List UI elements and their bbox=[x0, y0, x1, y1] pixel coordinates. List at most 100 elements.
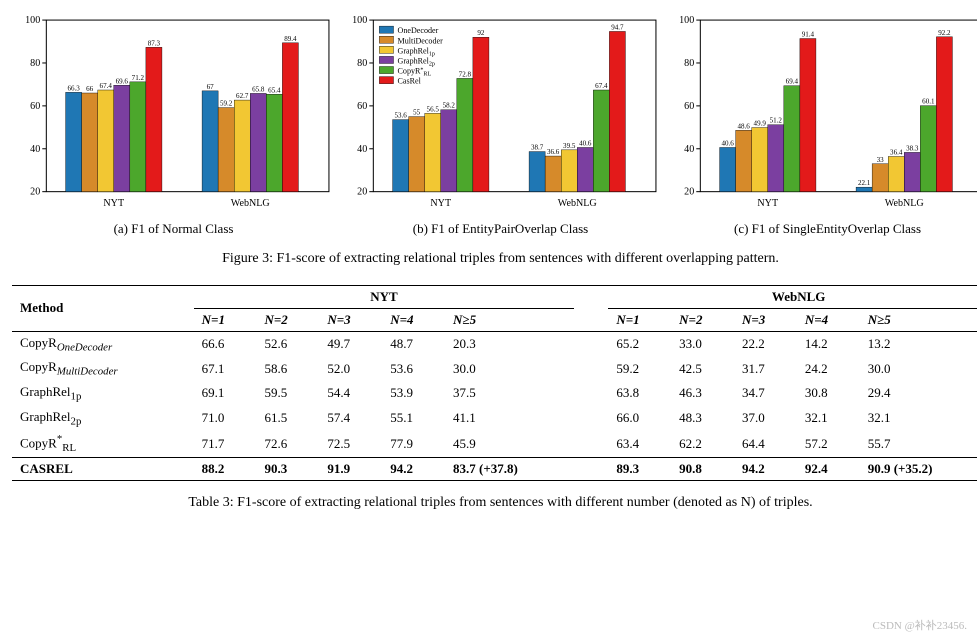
table-method: CASREL bbox=[12, 458, 194, 481]
svg-text:40.6: 40.6 bbox=[579, 139, 592, 147]
svg-text:60.1: 60.1 bbox=[922, 98, 935, 106]
svg-text:55: 55 bbox=[413, 109, 421, 117]
subcaption-a: (a) F1 of Normal Class bbox=[12, 221, 335, 237]
svg-text:80: 80 bbox=[30, 58, 40, 69]
svg-text:67.4: 67.4 bbox=[100, 82, 113, 90]
table-cell: 30.0 bbox=[860, 356, 977, 381]
table-cell: 33.0 bbox=[671, 331, 734, 356]
svg-text:80: 80 bbox=[357, 58, 367, 69]
svg-text:WebNLG: WebNLG bbox=[231, 198, 270, 209]
th-n1-l: N=1 bbox=[194, 308, 257, 331]
svg-text:WebNLG: WebNLG bbox=[558, 198, 597, 209]
table-cell: 71.0 bbox=[194, 406, 257, 431]
watermark: CSDN @补补23456. bbox=[873, 617, 967, 633]
svg-text:62.7: 62.7 bbox=[236, 92, 249, 100]
table-method: GraphRel2p bbox=[12, 406, 194, 431]
table-cell: 72.5 bbox=[319, 430, 382, 457]
th-n4-r: N=4 bbox=[797, 308, 860, 331]
table-cell: 63.8 bbox=[608, 381, 671, 406]
th-n2-r: N=2 bbox=[671, 308, 734, 331]
table-cell: 37.5 bbox=[445, 381, 574, 406]
table-row: GraphRel2p71.061.557.455.141.166.048.337… bbox=[12, 406, 977, 431]
svg-text:48.6: 48.6 bbox=[738, 122, 751, 130]
svg-text:36.6: 36.6 bbox=[547, 148, 560, 156]
table-row: GraphRel1p69.159.554.453.937.5 63.846.334… bbox=[12, 381, 977, 406]
table-cell: 94.2 bbox=[382, 458, 445, 481]
table-cell: 53.9 bbox=[382, 381, 445, 406]
svg-text:92: 92 bbox=[477, 29, 485, 37]
svg-text:100: 100 bbox=[679, 15, 694, 26]
svg-text:NYT: NYT bbox=[103, 198, 124, 209]
table-method: CopyRMultiDecoder bbox=[12, 356, 194, 381]
table-cell: 72.6 bbox=[257, 430, 320, 457]
chart-panel-a: 2040608010066.36667.469.671.287.3NYT6759… bbox=[12, 12, 335, 237]
table-wrap: Method NYT WebNLG N=1 N=2 N=3 N=4 N≥5 N=… bbox=[12, 285, 977, 481]
table-cell: 29.4 bbox=[860, 381, 977, 406]
table-cell: 71.7 bbox=[194, 430, 257, 457]
table-cell: 45.9 bbox=[445, 430, 574, 457]
table-cell: 48.7 bbox=[382, 331, 445, 356]
svg-text:36.4: 36.4 bbox=[890, 148, 903, 156]
charts-row: 2040608010066.36667.469.671.287.3NYT6759… bbox=[12, 12, 977, 237]
table-cell: 67.1 bbox=[194, 356, 257, 381]
table-cell: 34.7 bbox=[734, 381, 797, 406]
svg-text:49.9: 49.9 bbox=[754, 120, 767, 128]
svg-text:40.6: 40.6 bbox=[721, 139, 734, 147]
table-cell: 55.7 bbox=[860, 430, 977, 457]
table-cell: 69.1 bbox=[194, 381, 257, 406]
table-cell: 54.4 bbox=[319, 381, 382, 406]
table-cell: 42.5 bbox=[671, 356, 734, 381]
svg-text:80: 80 bbox=[684, 58, 694, 69]
table-cell: 32.1 bbox=[797, 406, 860, 431]
table-cell: 41.1 bbox=[445, 406, 574, 431]
svg-text:56.5: 56.5 bbox=[427, 105, 440, 113]
table-cell: 55.1 bbox=[382, 406, 445, 431]
th-nyt: NYT bbox=[194, 285, 575, 308]
table-row: CopyROneDecoder66.652.649.748.720.365.23… bbox=[12, 331, 977, 356]
table-cell: 24.2 bbox=[797, 356, 860, 381]
svg-text:38.7: 38.7 bbox=[531, 144, 544, 152]
svg-text:20: 20 bbox=[684, 187, 694, 198]
svg-text:60: 60 bbox=[684, 101, 694, 112]
table-cell: 63.4 bbox=[608, 430, 671, 457]
svg-text:53.6: 53.6 bbox=[394, 112, 407, 120]
th-method: Method bbox=[12, 285, 194, 331]
table-cell: 66.6 bbox=[194, 331, 257, 356]
table-row: CASREL88.290.391.994.283.7 (+37.8)89.390… bbox=[12, 458, 977, 481]
svg-text:40: 40 bbox=[30, 144, 40, 155]
table-cell: 90.3 bbox=[257, 458, 320, 481]
results-table: Method NYT WebNLG N=1 N=2 N=3 N=4 N≥5 N=… bbox=[12, 285, 977, 481]
table-cell: 30.0 bbox=[445, 356, 574, 381]
svg-text:51.2: 51.2 bbox=[770, 117, 783, 125]
svg-text:100: 100 bbox=[25, 15, 40, 26]
th-webnlg: WebNLG bbox=[608, 285, 977, 308]
table-cell: 53.6 bbox=[382, 356, 445, 381]
table-cell: 59.5 bbox=[257, 381, 320, 406]
svg-text:39.5: 39.5 bbox=[563, 142, 576, 150]
table-cell: 62.2 bbox=[671, 430, 734, 457]
figure-caption: Figure 3: F1-score of extracting relatio… bbox=[12, 251, 977, 267]
table-cell: 46.3 bbox=[671, 381, 734, 406]
table-cell: 64.4 bbox=[734, 430, 797, 457]
table-cell: 13.2 bbox=[860, 331, 977, 356]
svg-text:22.1: 22.1 bbox=[858, 179, 871, 187]
table-cell: 52.0 bbox=[319, 356, 382, 381]
table-cell: 20.3 bbox=[445, 331, 574, 356]
svg-text:65.8: 65.8 bbox=[252, 85, 265, 93]
svg-text:94.7: 94.7 bbox=[611, 23, 624, 31]
svg-text:WebNLG: WebNLG bbox=[885, 198, 924, 209]
table-method: GraphRel1p bbox=[12, 381, 194, 406]
svg-text:66: 66 bbox=[86, 85, 94, 93]
table-cell: 14.2 bbox=[797, 331, 860, 356]
svg-text:38.3: 38.3 bbox=[906, 144, 919, 152]
table-cell: 30.8 bbox=[797, 381, 860, 406]
svg-text:20: 20 bbox=[30, 187, 40, 198]
table-cell: 91.9 bbox=[319, 458, 382, 481]
table-cell: 48.3 bbox=[671, 406, 734, 431]
table-cell: 65.2 bbox=[608, 331, 671, 356]
th-n3-r: N=3 bbox=[734, 308, 797, 331]
table-cell: 31.7 bbox=[734, 356, 797, 381]
table-cell: 58.6 bbox=[257, 356, 320, 381]
svg-text:CasRel: CasRel bbox=[398, 77, 422, 86]
table-cell: 52.6 bbox=[257, 331, 320, 356]
